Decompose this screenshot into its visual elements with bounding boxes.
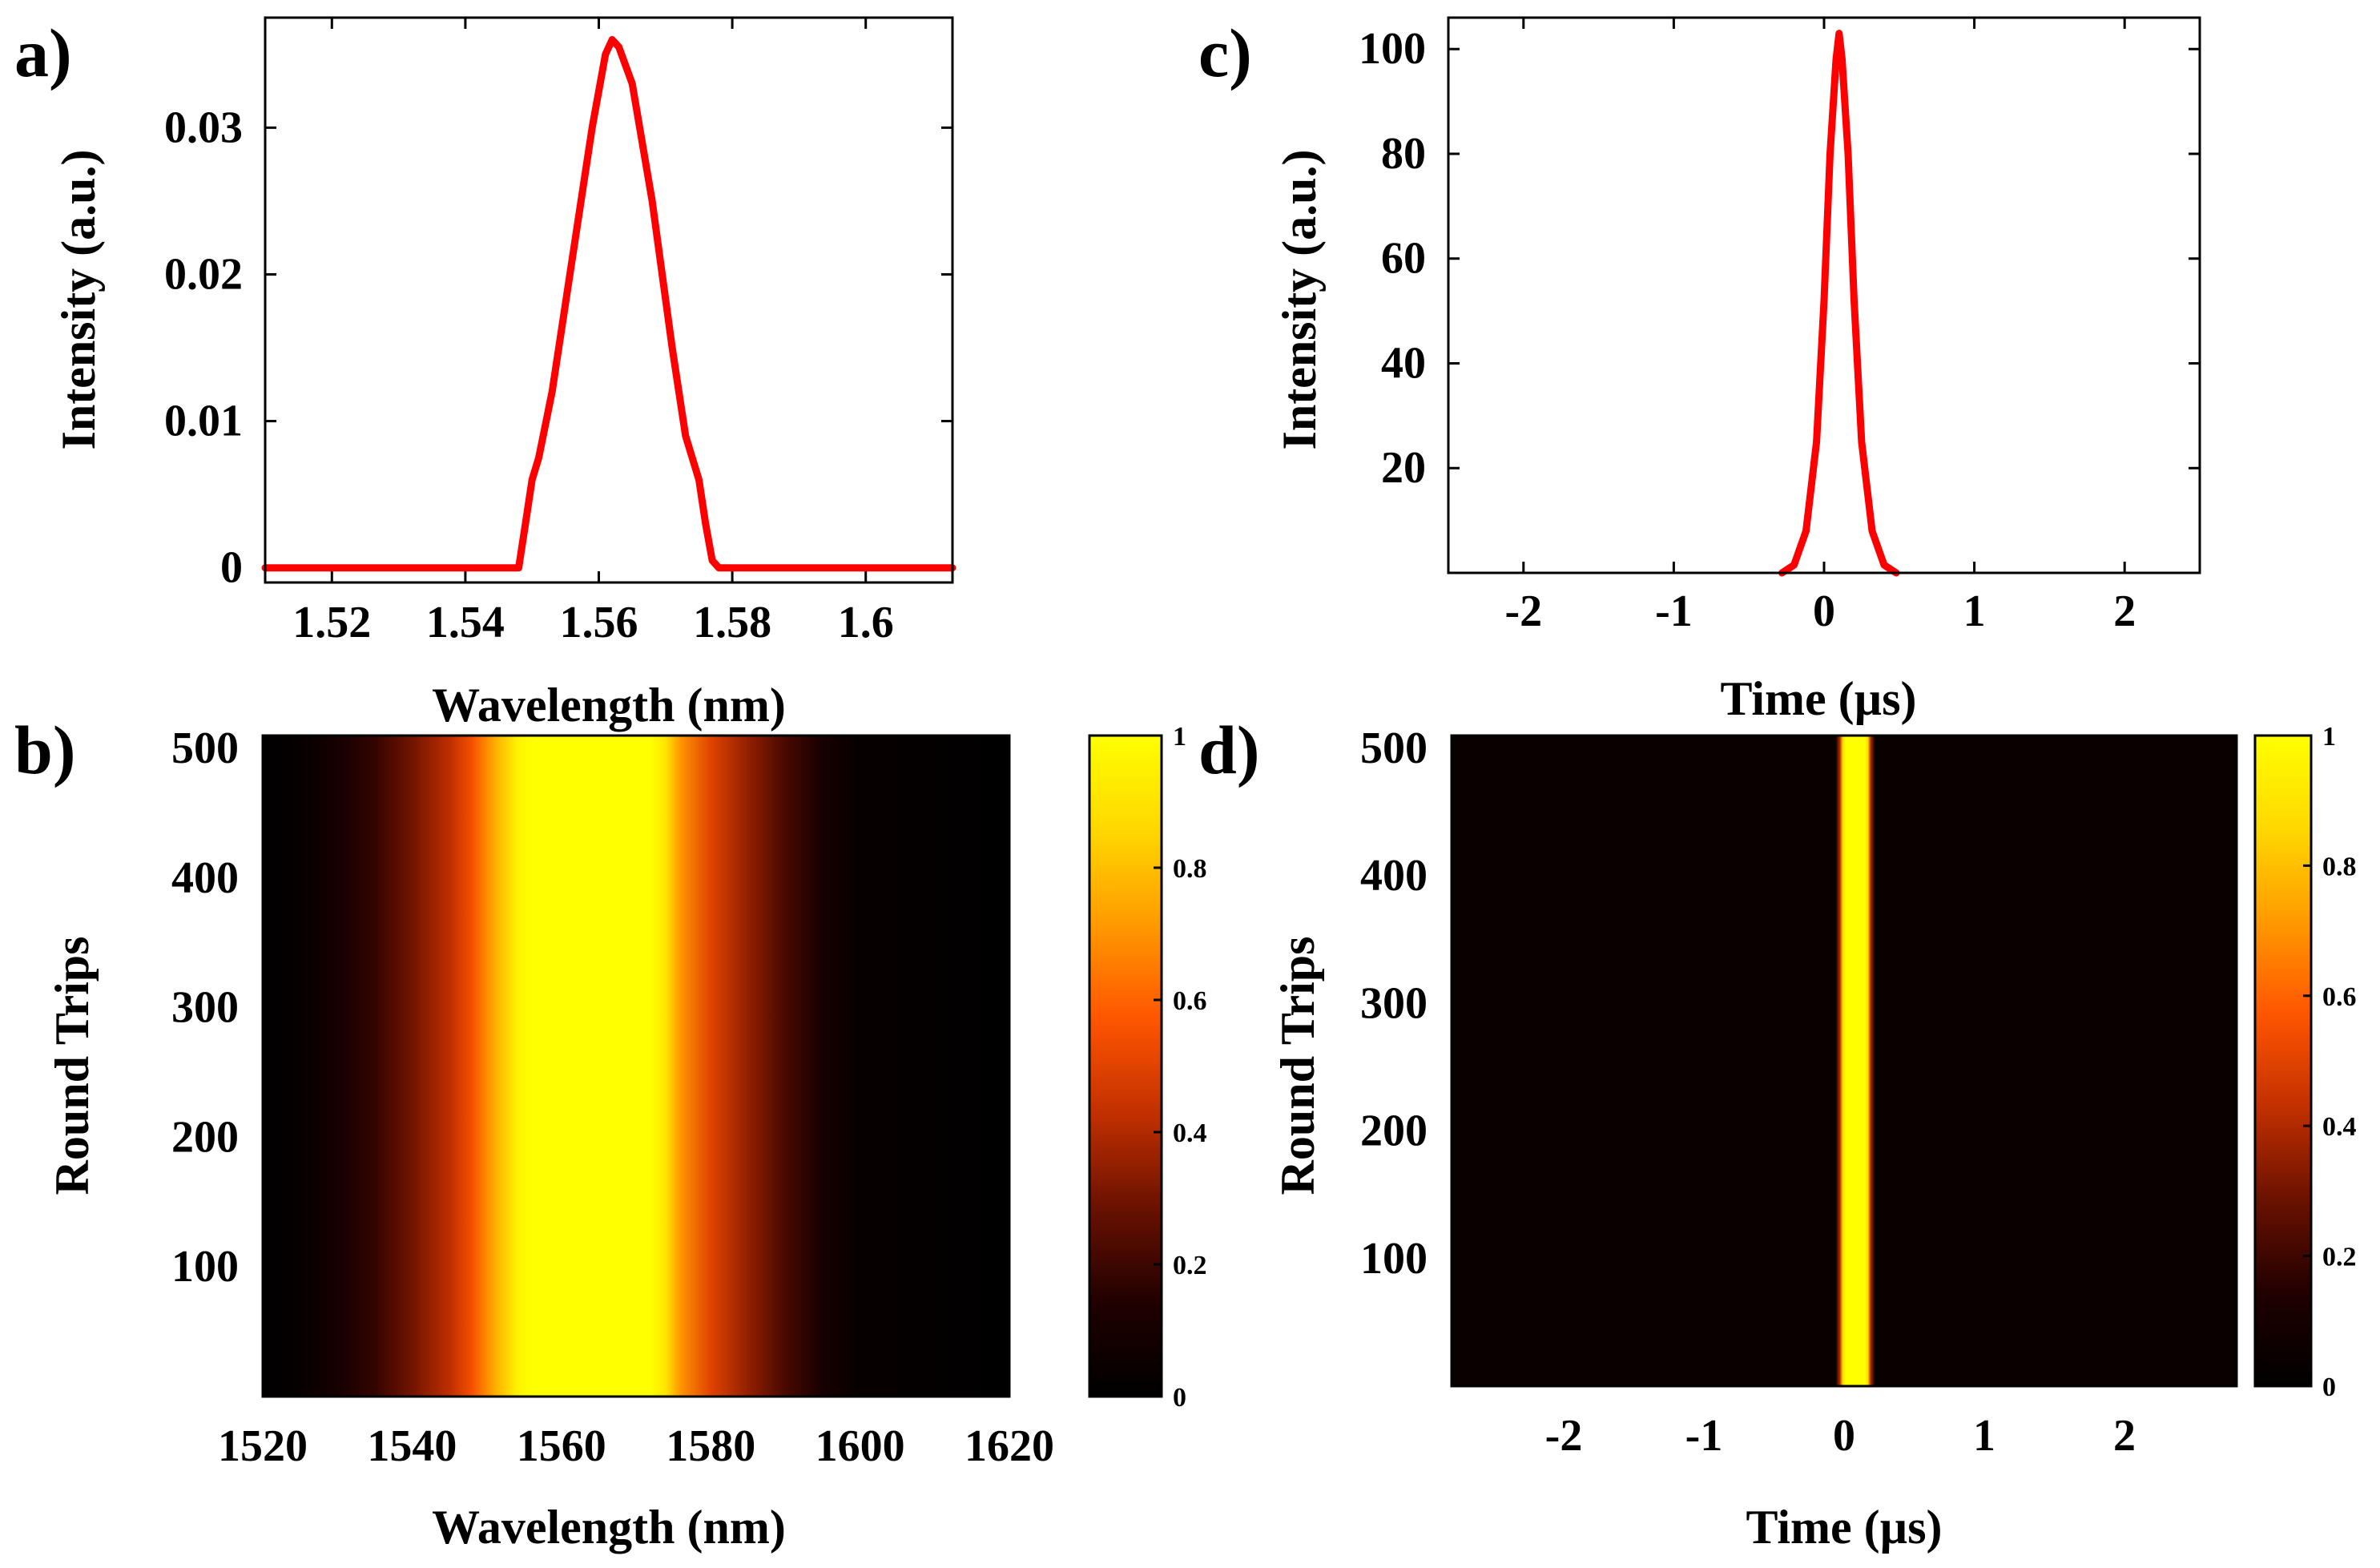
panel-a-tick-labels: 1.52 1.54 1.56 1.58 1.6 0 0.01 0.02 0.03: [164, 103, 894, 647]
xtick-label: 1.52: [292, 598, 371, 647]
panel-c-pulse-line: [1778, 30, 1900, 577]
colorbar-tick-label: 0.2: [2322, 1243, 2357, 1272]
ytick-label: 100: [171, 1242, 239, 1292]
colorbar-tick-label: 0.6: [2322, 982, 2357, 1012]
ytick-label: 200: [1360, 1106, 1428, 1156]
xtick-label: 1.56: [560, 598, 638, 647]
xtick-label: 1.54: [426, 598, 505, 647]
ytick-label: 80: [1381, 129, 1426, 179]
ytick-label: 20: [1381, 443, 1426, 493]
xtick-label: 0: [1813, 586, 1835, 636]
panel-d-frame: [1450, 734, 2238, 1388]
ytick-label: 200: [171, 1112, 239, 1162]
colorbar-tick-label: 0.8: [2322, 852, 2357, 881]
xtick-label: 1600: [815, 1421, 905, 1471]
xtick-label: 1620: [964, 1421, 1054, 1471]
panel-c-ylabel: Intensity (a.u.): [1273, 149, 1326, 449]
ytick-label: 0.01: [164, 397, 243, 446]
panel-b-colorbar-labels: 0 0.2 0.4 0.6 0.8 1: [1154, 722, 1207, 1413]
colorbar-tick-label: 1: [2322, 722, 2336, 752]
panel-d-ylabel: Round Trips: [1271, 937, 1324, 1195]
ytick-label: 0.03: [164, 103, 243, 152]
panel-b-ylabel: Round Trips: [46, 937, 99, 1195]
xtick-label: 1560: [517, 1421, 606, 1471]
xtick-label: 1580: [666, 1421, 755, 1471]
panel-c-ticks: [1448, 18, 2200, 573]
xtick-label: 1.6: [838, 598, 894, 647]
panel-b-xlabel: Wavelength (nm): [432, 1501, 786, 1554]
panel-a: a) 1.52 1.54 1.56 1.58 1.6 0 0.01 0.02 0.03 Wave…: [14, 14, 956, 732]
colorbar-tick-label: 0.8: [1173, 854, 1207, 884]
panel-b-tick-labels: 1520 1540 1560 1580 1600 1620 100 200 300 400 500: [171, 724, 1054, 1471]
panel-d-colorbar-frame: [2253, 734, 2313, 1388]
colorbar-tick-label: 0: [1173, 1383, 1186, 1413]
panel-d: d) -2 -1 0 1 2 100 200 300 400 500 Time (µs) Roun…: [1198, 711, 2357, 1554]
panel-d-heatmap: [1452, 736, 2237, 1386]
ytick-label: 0.02: [164, 249, 243, 299]
ytick-label: 400: [1360, 851, 1428, 901]
panel-d-colorbar: [2255, 736, 2311, 1386]
xtick-label: 1: [1963, 586, 1986, 636]
ytick-label: 300: [171, 983, 239, 1033]
ytick-label: 40: [1381, 338, 1426, 388]
xtick-label: 1520: [218, 1421, 308, 1471]
panel-b-frame: [261, 734, 1011, 1398]
xtick-label: -1: [1685, 1411, 1723, 1461]
ytick-label: 100: [1359, 24, 1426, 74]
xtick-label: 2: [2113, 1411, 2136, 1461]
ytick-label: 0: [220, 543, 243, 593]
colorbar-tick-label: 0.4: [1173, 1119, 1207, 1148]
ytick-label: 500: [171, 724, 239, 773]
xtick-label: 1.58: [693, 598, 771, 647]
panel-c: c) -2 -1 0 1 2 20 40 60 80 100 Time (µs) Intensit…: [1198, 14, 2201, 725]
panel-a-label: a): [14, 14, 72, 91]
panel-b: b) 1520 1540 1560 1580 1600 1620 100 200 300 400 5…: [14, 711, 1207, 1554]
panel-d-xlabel: Time (µs): [1746, 1501, 1942, 1554]
colorbar-tick-label: 0.4: [2322, 1112, 2357, 1142]
panel-b-colorbar-frame: [1088, 734, 1163, 1398]
ytick-label: 300: [1360, 978, 1428, 1028]
panel-a-spectrum-line: [261, 36, 956, 572]
xtick-label: -2: [1545, 1411, 1583, 1461]
ytick-label: 60: [1381, 234, 1426, 284]
xtick-label: 0: [1833, 1411, 1855, 1461]
xtick-label: 1540: [367, 1421, 457, 1471]
panel-a-ylabel: Intensity (a.u.): [52, 149, 105, 449]
ytick-label: 500: [1360, 724, 1428, 773]
panel-a-xlabel: Wavelength (nm): [432, 679, 786, 732]
panel-b-label: b): [14, 711, 75, 788]
xtick-label: 1: [1973, 1411, 1995, 1461]
colorbar-tick-label: 0: [2322, 1373, 2336, 1402]
ytick-label: 100: [1360, 1234, 1428, 1284]
colorbar-tick-label: 1: [1173, 722, 1186, 752]
xtick-label: -2: [1504, 586, 1542, 636]
panel-d-tick-labels: -2 -1 0 1 2 100 200 300 400 500: [1360, 724, 2136, 1461]
xtick-label: -1: [1655, 586, 1693, 636]
panel-b-heatmap: [263, 736, 1009, 1397]
panel-b-colorbar: [1089, 736, 1162, 1397]
ytick-label: 400: [171, 853, 239, 903]
xtick-label: 2: [2113, 586, 2136, 636]
panel-d-label: d): [1198, 711, 1259, 788]
colorbar-tick-label: 0.2: [1173, 1251, 1207, 1280]
panel-c-xlabel: Time (µs): [1720, 672, 1916, 725]
panel-a-frame: [264, 16, 954, 584]
panel-c-label: c): [1198, 14, 1252, 91]
panel-c-tick-labels: -2 -1 0 1 2 20 40 60 80 100: [1359, 24, 2136, 636]
panel-d-colorbar-labels: 0 0.2 0.4 0.6 0.8 1: [2303, 722, 2357, 1402]
panel-a-ticks: [265, 18, 952, 582]
panel-c-frame: [1447, 16, 2201, 574]
colorbar-tick-label: 0.6: [1173, 986, 1207, 1016]
